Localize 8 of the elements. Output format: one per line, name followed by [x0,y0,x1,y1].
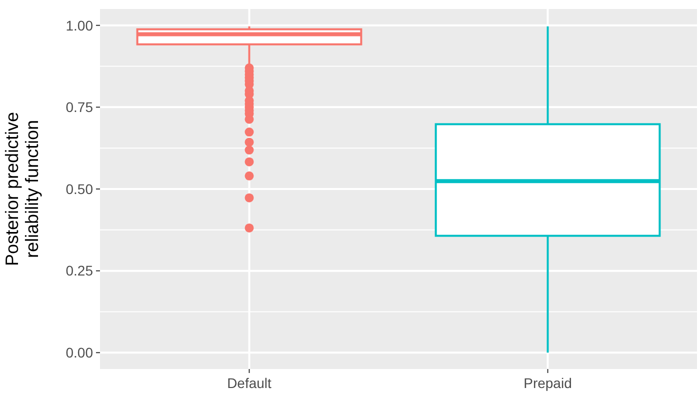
y-axis-title: Posterior predictive reliability function [2,112,42,266]
x-tick-label: Default [227,375,272,391]
y-tick-label: 0.00 [66,344,94,361]
y-tick-label: 0.50 [66,180,94,197]
y-tick-label: 0.75 [66,99,94,116]
y-tick-label: 1.00 [66,17,94,34]
x-tick-label: Prepaid [524,375,572,391]
y-tick-label: 0.25 [66,262,94,279]
